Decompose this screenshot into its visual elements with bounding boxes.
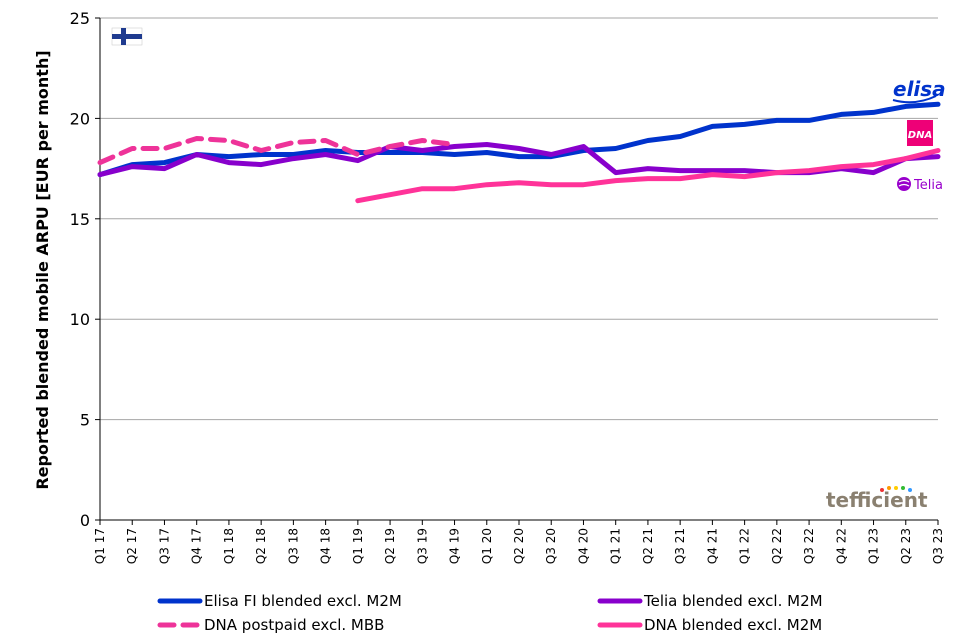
legend-label-2: DNA postpaid excl. MBB [204, 616, 384, 634]
finland-flag-icon [111, 27, 143, 46]
elisa-logo: elisa [892, 77, 946, 104]
x-tick-label: Q2 21 [641, 528, 655, 564]
series-line-3 [355, 148, 941, 204]
x-tick-label: Q3 17 [157, 528, 171, 564]
legend: Elisa FI blended excl. M2M Telia blended … [157, 592, 823, 634]
series-line-2 [97, 136, 457, 166]
x-tick-label: Q4 17 [190, 528, 204, 564]
axes [99, 18, 938, 521]
telia-logo: Telia [897, 177, 943, 193]
x-tick-label: Q1 19 [351, 528, 365, 564]
x-tick-label: Q4 18 [319, 528, 333, 564]
legend-label-3: DNA blended excl. M2M [644, 616, 822, 634]
y-tick-label-10: 10 [70, 310, 90, 329]
legend-label-0: Elisa FI blended excl. M2M [204, 592, 402, 610]
y-tick-label-20: 20 [70, 109, 90, 128]
x-tick-label: Q3 18 [286, 528, 300, 564]
x-tick-label: Q4 21 [705, 528, 719, 564]
y-tick-label-25: 25 [70, 9, 90, 28]
x-tick-label: Q4 19 [448, 528, 462, 564]
tefficient-logo: tefficient [826, 486, 928, 512]
legend-label-1: Telia blended excl. M2M [643, 592, 823, 610]
x-tick-label: Q3 22 [802, 528, 816, 564]
x-tick-label: Q2 20 [512, 528, 526, 564]
y-axis-title: Reported blended mobile ARPU [EUR per mo… [33, 50, 52, 489]
x-tick-label: Q1 22 [738, 528, 752, 564]
x-tick-label: Q2 18 [254, 528, 268, 564]
x-tick-label: Q3 23 [931, 528, 945, 564]
series-lines [97, 101, 941, 204]
dna-logo: DNA [907, 120, 933, 146]
x-tick-label: Q1 23 [867, 528, 881, 564]
x-tick-label: Q1 18 [222, 528, 236, 564]
y-tick-label-5: 5 [80, 411, 90, 430]
svg-text:elisa: elisa [893, 77, 946, 101]
x-tick-label: Q3 21 [673, 528, 687, 564]
x-tick-label: Q2 17 [125, 528, 139, 564]
svg-text:DNA: DNA [908, 130, 932, 141]
x-tick-label: Q4 22 [834, 528, 848, 564]
y-tick-label-0: 0 [80, 511, 90, 530]
x-axis-ticks: Q1 17 Q2 17 Q3 17 Q4 17 Q1 18 Q2 18 Q3 18 Q4 18… [93, 520, 945, 564]
series-line-0 [97, 101, 941, 178]
x-tick-label: Q1 21 [609, 528, 623, 564]
svg-text:tefficient: tefficient [826, 488, 928, 512]
x-tick-label: Q2 22 [770, 528, 784, 564]
x-tick-label: Q3 19 [415, 528, 429, 564]
x-tick-label: Q1 17 [93, 528, 107, 564]
x-tick-label: Q1 20 [480, 528, 494, 564]
y-axis-ticks: 0 5 10 15 20 25 [70, 9, 100, 530]
x-tick-label: Q2 23 [899, 528, 913, 564]
x-tick-label: Q2 19 [383, 528, 397, 564]
svg-text:Telia: Telia [913, 178, 943, 193]
gridlines [100, 17, 938, 421]
x-tick-label: Q4 20 [576, 528, 590, 564]
x-tick-label: Q3 20 [544, 528, 558, 564]
y-tick-label-15: 15 [70, 210, 90, 229]
